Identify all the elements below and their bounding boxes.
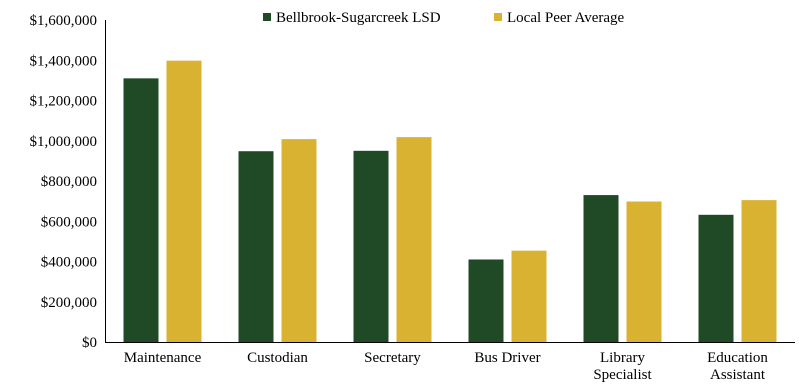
x-tick-label: Secretary [364, 350, 421, 366]
legend-label: Bellbrook-Sugarcreek LSD [276, 10, 441, 26]
y-tick-label: $800,000 [41, 174, 97, 190]
x-tick-label: Bus Driver [474, 350, 540, 366]
bar-bellbrook [583, 195, 619, 342]
y-tick-label: $400,000 [41, 255, 97, 271]
legend-swatch [263, 13, 271, 21]
legend: Bellbrook-Sugarcreek LSD Local Peer Avera… [263, 10, 625, 26]
x-tick-label: Custodian [247, 350, 308, 366]
bar-peer-average [396, 137, 432, 342]
y-tick-label: $1,200,000 [30, 94, 98, 110]
y-tick-label: $1,000,000 [30, 134, 98, 150]
y-tick-label: $0 [82, 335, 97, 351]
bars [123, 60, 777, 343]
x-axis: Maintenance Custodian Secretary Bus Driver L… [124, 350, 769, 383]
x-tick-label: Assistant [710, 367, 766, 383]
bar-peer-average [281, 139, 317, 342]
x-tick-label: Library [600, 350, 645, 366]
bar-peer-average [166, 60, 202, 343]
y-tick-label: $1,600,000 [30, 13, 98, 29]
y-tick-label: $200,000 [41, 295, 97, 311]
bar-bellbrook [238, 151, 274, 342]
bar-bellbrook [698, 214, 734, 342]
y-tick-label: $1,400,000 [30, 53, 98, 69]
bar-peer-average [511, 250, 547, 342]
y-axis: $0 $200,000 $400,000 $600,000 $800,000 $1,000… [30, 13, 98, 351]
x-tick-label: Education [707, 350, 768, 366]
legend-label: Local Peer Average [507, 10, 625, 26]
bar-peer-average [626, 201, 662, 342]
bar-bellbrook [353, 150, 389, 342]
bar-bellbrook [468, 259, 504, 342]
legend-swatch [494, 13, 502, 21]
x-tick-label: Maintenance [124, 350, 202, 366]
x-tick-label: Specialist [593, 367, 652, 383]
bar-peer-average [741, 200, 777, 342]
bar-bellbrook [123, 78, 159, 343]
y-tick-label: $600,000 [41, 214, 97, 230]
